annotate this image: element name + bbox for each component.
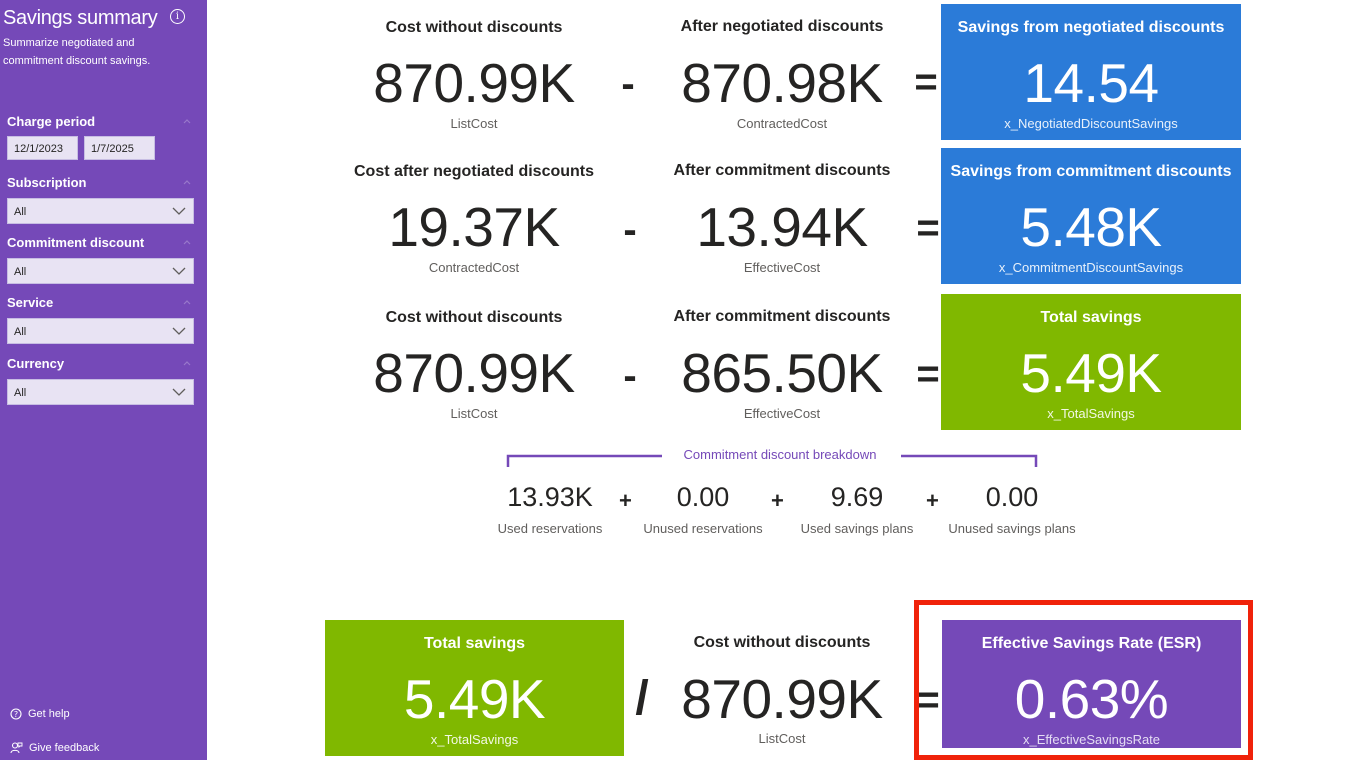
- esr-rate-value: 0.63%: [1014, 668, 1169, 730]
- row3-left-field: ListCost: [450, 406, 498, 421]
- total-savings-field: x_TotalSavings: [1047, 406, 1135, 421]
- esr-rate-label: Effective Savings Rate (ESR): [981, 635, 1202, 652]
- currency-dropdown-value: All: [14, 387, 27, 399]
- esr-cost-label: Cost without discounts: [693, 634, 871, 651]
- esr-cost-value: 870.99K: [681, 668, 883, 730]
- breakdown-title: Commitment discount breakdown: [683, 447, 877, 462]
- svg-text:?: ?: [14, 710, 18, 719]
- feedback-icon: [10, 742, 23, 754]
- currency-dropdown[interactable]: All: [7, 379, 194, 405]
- collapse-chevron-icon[interactable]: [183, 179, 191, 187]
- subscription-filter-label: Subscription: [7, 175, 87, 190]
- row2-left-field: ContractedCost: [428, 260, 520, 275]
- row2-left-label: Cost after negotiated discounts: [353, 163, 595, 180]
- esr-total-savings-field: x_TotalSavings: [430, 732, 519, 747]
- row2-equals-operator: =: [916, 206, 940, 250]
- esr-total-savings-label: Total savings: [423, 635, 526, 652]
- used-reservations-label: Used reservations: [497, 521, 603, 536]
- commitment-discount-dropdown-value: All: [14, 266, 27, 278]
- collapse-chevron-icon[interactable]: [183, 118, 191, 126]
- give-feedback-link[interactable]: Give feedback: [10, 742, 99, 754]
- row3-middle-field: EffectiveCost: [743, 406, 821, 421]
- esr-total-savings-value: 5.49K: [403, 668, 546, 730]
- commitment-discount-dropdown[interactable]: All: [7, 258, 194, 284]
- total-savings-value: 5.49K: [1020, 342, 1162, 404]
- breakdown-bracket: [506, 454, 1038, 467]
- breakdown-plus-operator: +: [771, 488, 784, 513]
- breakdown-plus-operator: +: [619, 488, 632, 513]
- page-title: Savings summary: [3, 7, 158, 29]
- row3-equals-operator: =: [916, 352, 940, 396]
- unused-savings-plans-value: 0.00: [985, 482, 1039, 512]
- row3-middle-label: After commitment discounts: [673, 308, 891, 325]
- row1-equals-operator: =: [914, 60, 938, 104]
- service-dropdown-value: All: [14, 326, 27, 338]
- commitment-discount-filter-label: Commitment discount: [7, 235, 145, 250]
- info-icon[interactable]: i: [170, 9, 185, 24]
- unused-reservations-label: Unused reservations: [643, 521, 763, 536]
- negotiated-savings-field: x_NegotiatedDiscountSavings: [1004, 116, 1178, 131]
- negotiated-savings-value: 14.54: [1023, 52, 1159, 114]
- row3-middle-value: 865.50K: [681, 342, 883, 404]
- charge-period-label: Charge period: [7, 114, 96, 129]
- filter-sidebar: Savings summary i Summarize negotiated a…: [0, 0, 207, 760]
- give-feedback-label: Give feedback: [29, 742, 100, 754]
- row2-left-value: 19.37K: [388, 196, 560, 258]
- esr-equals-operator: =: [916, 678, 940, 722]
- subscription-dropdown[interactable]: All: [7, 198, 194, 224]
- row3-left-label: Cost without discounts: [385, 309, 563, 326]
- esr-divide-operator: /: [635, 672, 649, 725]
- esr-total-savings-card[interactable]: Total savings 5.49K x_TotalSavings: [325, 620, 624, 756]
- total-savings-label: Total savings: [1040, 309, 1142, 326]
- esr-cost-field: ListCost: [758, 731, 806, 746]
- collapse-chevron-icon[interactable]: [183, 299, 191, 307]
- row2-middle-value: 13.94K: [696, 196, 868, 258]
- row3-minus-operator: -: [623, 354, 637, 398]
- row2-middle-label: After commitment discounts: [673, 162, 891, 179]
- subscription-dropdown-value: All: [14, 206, 27, 218]
- collapse-chevron-icon[interactable]: [183, 360, 191, 368]
- used-reservations-value: 13.93K: [507, 482, 593, 512]
- commitment-savings-value: 5.48K: [1020, 196, 1162, 258]
- commitment-savings-field: x_CommitmentDiscountSavings: [998, 260, 1184, 275]
- service-dropdown[interactable]: All: [7, 318, 194, 344]
- total-savings-card[interactable]: Total savings 5.49K x_TotalSavings: [941, 294, 1241, 430]
- esr-rate-card[interactable]: Effective Savings Rate (ESR) 0.63% x_Eff…: [942, 620, 1241, 748]
- negotiated-savings-label: Savings from negotiated discounts: [957, 19, 1225, 36]
- row1-left-field: ListCost: [450, 116, 498, 131]
- row1-middle-label: After negotiated discounts: [680, 18, 884, 35]
- row3-left-value: 870.99K: [373, 342, 575, 404]
- row1-left-label: Cost without discounts: [385, 19, 563, 36]
- unused-savings-plans-label: Unused savings plans: [948, 521, 1076, 536]
- chevron-down-icon: [172, 207, 186, 215]
- chevron-down-icon: [172, 327, 186, 335]
- commitment-savings-label: Savings from commitment discounts: [950, 163, 1232, 180]
- page-description: Summarize negotiated and commitment disc…: [3, 37, 151, 67]
- row2-middle-field: EffectiveCost: [743, 260, 821, 275]
- commitment-savings-card[interactable]: Savings from commitment discounts 5.48K …: [941, 148, 1241, 284]
- breakdown-plus-operator: +: [926, 488, 939, 513]
- row2-minus-operator: -: [623, 208, 637, 252]
- used-savings-plans-value: 9.69: [830, 482, 884, 512]
- charge-period-end-input[interactable]: 1/7/2025: [84, 136, 155, 160]
- collapse-chevron-icon[interactable]: [183, 239, 191, 247]
- unused-reservations-value: 0.00: [676, 482, 730, 512]
- service-filter-label: Service: [7, 295, 54, 310]
- chevron-down-icon: [172, 267, 186, 275]
- get-help-label: Get help: [28, 708, 70, 720]
- help-icon: ?: [10, 708, 22, 720]
- negotiated-savings-card[interactable]: Savings from negotiated discounts 14.54 …: [941, 4, 1241, 140]
- chevron-down-icon: [172, 388, 186, 396]
- esr-rate-field: x_EffectiveSavingsRate: [1022, 732, 1161, 747]
- charge-period-start-input[interactable]: 12/1/2023: [7, 136, 78, 160]
- row1-minus-operator: -: [621, 62, 635, 106]
- row1-middle-value: 870.98K: [681, 52, 883, 114]
- row1-middle-field: ContractedCost: [736, 116, 828, 131]
- row1-left-value: 870.99K: [373, 52, 575, 114]
- used-savings-plans-label: Used savings plans: [800, 521, 914, 536]
- get-help-link[interactable]: ? Get help: [10, 708, 70, 720]
- currency-filter-label: Currency: [7, 356, 65, 371]
